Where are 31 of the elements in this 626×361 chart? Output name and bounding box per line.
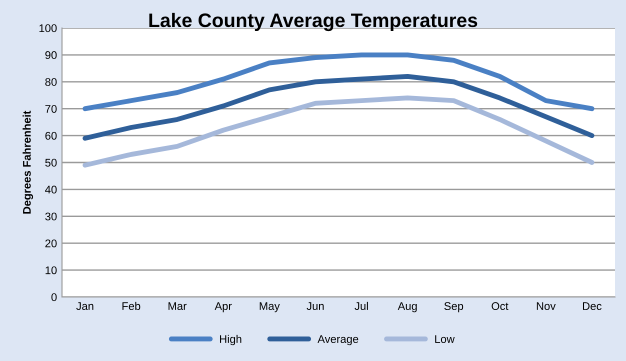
chart-title: Lake County Average Temperatures	[149, 12, 478, 32]
y-tick-label: 60	[45, 132, 57, 140]
x-tick-label: Oct	[492, 302, 508, 310]
x-tick-label: Feb	[122, 302, 140, 310]
line-series	[82, 96, 594, 168]
x-tick-label: Jan	[76, 302, 94, 310]
y-tick-label: 90	[45, 51, 57, 60]
x-tick-label: Apr	[214, 302, 232, 312]
y-tick-label: 50	[45, 158, 57, 167]
y-tick-label: 100	[39, 24, 57, 32]
line-series	[82, 74, 594, 141]
x-tick-label: Dec	[582, 302, 602, 310]
y-tick-label: 80	[45, 78, 57, 86]
x-tick-label: Jun	[306, 302, 324, 310]
legend-label: High	[220, 334, 242, 346]
y-tick-label: 70	[45, 104, 57, 113]
x-tick-label: Jul	[354, 302, 368, 310]
x-tick-label: Nov	[536, 302, 556, 310]
legend-label: Average	[318, 335, 358, 346]
y-tick-label: 40	[45, 186, 57, 194]
x-tick-label: Aug	[398, 302, 417, 312]
x-tick-label: Sep	[444, 302, 464, 312]
y-tick-label: 10	[46, 266, 57, 274]
y-axis-title: Degrees Fahrenheit	[22, 110, 34, 214]
x-tick-label: May	[260, 302, 280, 312]
y-tick-label: 0	[51, 293, 57, 302]
line-series	[82, 52, 594, 112]
y-tick-label: 30	[45, 212, 57, 220]
legend-label: Low	[435, 335, 455, 343]
y-tick-label: 20	[45, 239, 57, 248]
x-tick-label: Mar	[168, 302, 187, 310]
